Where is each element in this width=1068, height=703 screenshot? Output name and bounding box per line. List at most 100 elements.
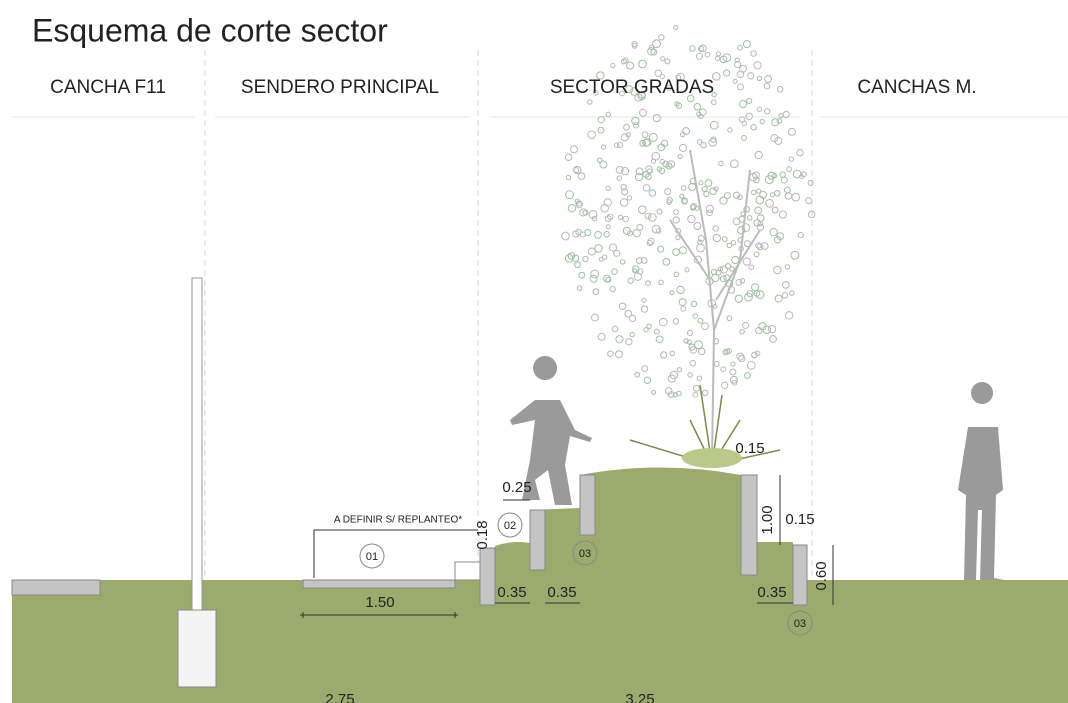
- leaf: [752, 284, 759, 291]
- leaf: [670, 351, 675, 356]
- leaf: [787, 167, 792, 172]
- leaf: [731, 362, 735, 366]
- leaf: [661, 57, 665, 61]
- leaf: [733, 79, 737, 83]
- fence-post: [192, 278, 202, 610]
- leaf: [753, 172, 760, 179]
- leaf: [785, 312, 792, 319]
- leaf: [757, 76, 761, 80]
- dimension-label: 0.15: [735, 440, 764, 457]
- leaf: [745, 373, 751, 379]
- leaf: [658, 246, 664, 252]
- leaf: [792, 193, 800, 201]
- leaf: [593, 289, 599, 295]
- leaf: [747, 216, 751, 220]
- leaf: [579, 272, 585, 278]
- leaf: [782, 293, 787, 298]
- leaf: [676, 235, 680, 239]
- person-adult: [958, 382, 1004, 580]
- leaf: [598, 333, 605, 340]
- leaf: [738, 84, 744, 90]
- leaf: [674, 26, 678, 30]
- leaf: [620, 199, 628, 207]
- leaf: [665, 59, 670, 64]
- leaf: [697, 376, 702, 381]
- leaf: [780, 172, 785, 177]
- leaf: [742, 136, 747, 141]
- leaf: [713, 226, 718, 231]
- leaf: [628, 278, 633, 283]
- leaf: [642, 132, 648, 138]
- leaf: [611, 63, 615, 67]
- leaf: [601, 145, 605, 149]
- tag-label: 01: [366, 551, 378, 563]
- leaf: [642, 366, 648, 372]
- dimension-label: 1.50: [365, 594, 394, 611]
- step: [455, 562, 480, 580]
- leaf: [590, 275, 597, 282]
- leaf: [621, 134, 628, 141]
- leaf: [755, 151, 762, 158]
- dimension-label: 0.18: [474, 520, 491, 549]
- leaf: [693, 314, 698, 319]
- leaf: [711, 100, 716, 105]
- leaf: [646, 281, 651, 286]
- leaf: [754, 252, 759, 257]
- dimension-label: 0.35: [547, 584, 576, 601]
- leaf: [591, 270, 599, 278]
- leaf: [643, 185, 649, 191]
- leaf: [714, 361, 719, 366]
- leaf: [737, 353, 744, 360]
- leaf: [724, 70, 730, 76]
- leaf: [574, 168, 579, 173]
- leaf: [775, 191, 780, 196]
- section-label: CANCHA F11: [50, 77, 166, 98]
- leaf: [691, 301, 696, 306]
- leaf: [764, 109, 769, 114]
- leaf: [604, 231, 610, 237]
- leaf: [693, 385, 699, 391]
- leaf: [606, 225, 610, 229]
- leaf: [705, 180, 712, 187]
- leaf: [598, 127, 604, 133]
- leaf: [702, 323, 709, 330]
- leaf: [625, 310, 632, 317]
- leaf: [704, 191, 709, 196]
- leaf: [568, 204, 575, 211]
- leaf: [634, 273, 641, 280]
- leaf: [697, 244, 705, 252]
- leaf: [690, 46, 696, 52]
- leaf: [757, 244, 763, 250]
- dimension-label: 1.00: [759, 505, 776, 534]
- leaf: [588, 248, 595, 255]
- leaf: [585, 229, 591, 235]
- leaf: [716, 52, 720, 56]
- dimension-label: 3.25: [625, 691, 654, 703]
- leaf: [705, 52, 710, 57]
- leaf: [588, 100, 592, 104]
- leaf: [740, 329, 744, 333]
- leaf: [694, 223, 701, 230]
- leaf: [644, 377, 650, 383]
- leaf: [673, 249, 680, 256]
- leaf: [681, 306, 686, 311]
- leaf: [653, 115, 660, 122]
- leaf: [713, 234, 720, 241]
- leaf: [738, 45, 743, 50]
- leaf: [608, 351, 613, 356]
- leaf: [566, 175, 570, 179]
- leaf: [647, 324, 652, 329]
- leaf: [768, 325, 775, 332]
- dimension-label: 0.60: [813, 561, 830, 590]
- leaf: [683, 128, 690, 135]
- leaf: [751, 124, 756, 129]
- leaf: [693, 392, 698, 397]
- tag-label: 03: [579, 548, 591, 560]
- section-label: SECTOR GRADAS: [550, 77, 714, 98]
- leaf: [721, 382, 727, 388]
- leaf: [743, 41, 750, 48]
- annotation: A DEFINIR S/ REPLANTEO*: [334, 515, 462, 526]
- leaf: [661, 352, 667, 358]
- leaf: [755, 207, 762, 214]
- leaf: [633, 229, 640, 236]
